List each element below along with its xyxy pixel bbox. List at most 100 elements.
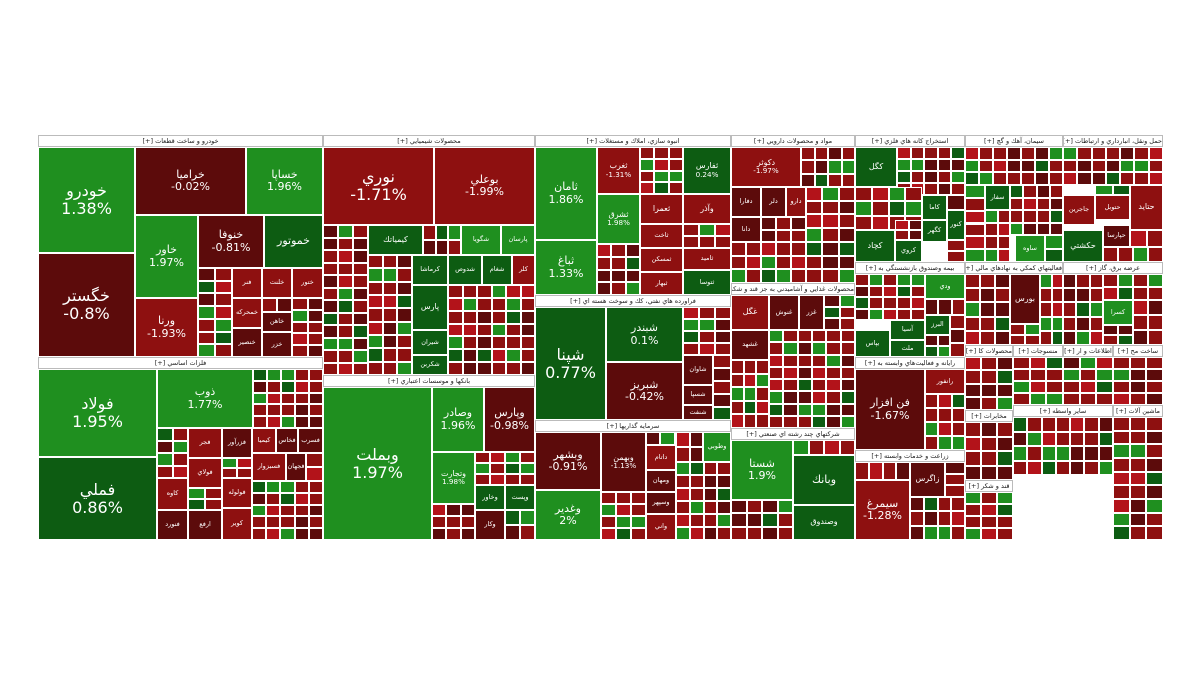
stock-tile[interactable]: خلنت xyxy=(262,268,292,298)
sector-header[interactable]: مواد و محصولات دارويي [+] xyxy=(731,135,855,147)
stock-tile[interactable]: شبريز -0.42% xyxy=(606,362,683,420)
sector-header[interactable]: انبوه سازي، املاك و مستغلات [+] xyxy=(535,135,731,147)
stock-tile[interactable]: وطوبي xyxy=(703,432,731,462)
sector-header[interactable]: زراعت و خدمات وابسته [+] xyxy=(855,450,965,462)
stock-tile[interactable]: كسرا xyxy=(1103,300,1133,325)
stock-tile[interactable]: وصندوق xyxy=(793,505,855,540)
stock-tile[interactable]: دكوثر -1.97% xyxy=(731,147,801,187)
sector-header[interactable]: مخابرات [+] xyxy=(965,410,1013,422)
stock-tile[interactable]: خنصير xyxy=(232,328,262,357)
stock-tile[interactable]: بورس xyxy=(1010,274,1040,324)
stock-tile[interactable]: ثمسكن xyxy=(640,248,683,272)
stock-tile[interactable]: شستا 1.9% xyxy=(731,440,793,500)
stock-tile[interactable]: ثغرب -1.31% xyxy=(597,147,640,194)
stock-tile[interactable]: شدوص xyxy=(448,255,482,285)
stock-tile[interactable]: واني xyxy=(646,514,676,540)
stock-tile[interactable]: وپست xyxy=(505,485,535,510)
stock-tile[interactable]: خمحركه xyxy=(232,298,262,328)
stock-tile[interactable]: خراميا -0.02% xyxy=(135,147,246,215)
stock-tile[interactable]: ثشرق 1.98% xyxy=(597,194,640,244)
stock-tile[interactable]: كچاد xyxy=(855,230,895,262)
stock-tile[interactable]: كيميا xyxy=(252,428,276,453)
stock-tile[interactable]: آسيا xyxy=(890,320,925,340)
stock-tile[interactable]: نوري -1.71% xyxy=(323,147,434,225)
stock-tile[interactable]: خاهن xyxy=(262,312,292,332)
sector-header[interactable]: رايانه و فعاليت‌هاي وابسته به [+] xyxy=(855,357,965,369)
stock-tile[interactable]: شسپا xyxy=(683,385,713,405)
stock-tile[interactable]: ثبهار xyxy=(640,272,683,295)
stock-tile[interactable]: پارسان xyxy=(501,225,535,255)
stock-tile[interactable]: داتام xyxy=(646,445,676,470)
stock-tile[interactable]: كرماشا xyxy=(412,255,448,285)
stock-tile[interactable]: شكربن xyxy=(412,355,448,375)
sector-header[interactable]: منسوجات [+] xyxy=(1013,345,1063,357)
stock-tile[interactable]: دفارا xyxy=(731,187,761,217)
sector-header[interactable]: قند و شكر [+] xyxy=(965,480,1013,492)
sector-header[interactable]: محصولات غذايي و آشاميدني به جز قند و شكر… xyxy=(731,283,855,295)
stock-tile[interactable]: وكار xyxy=(475,510,505,540)
sector-header[interactable]: فعاليتهاي كمكي به نهادهاي مالي [+] xyxy=(965,262,1063,274)
sector-header[interactable]: ساير واسطه [+] xyxy=(1013,405,1113,417)
stock-tile[interactable]: شغام xyxy=(482,255,512,285)
stock-tile[interactable]: كروي xyxy=(895,240,922,262)
sector-header[interactable]: فراورده هاي نفتي، كك و سوخت هسته اي [+] xyxy=(535,295,731,307)
stock-tile[interactable]: ومهان xyxy=(646,470,676,492)
stock-tile[interactable]: البرز xyxy=(925,315,950,335)
stock-tile[interactable]: غگل xyxy=(731,295,769,330)
stock-tile[interactable]: وسپهر xyxy=(646,492,676,514)
stock-tile[interactable]: پارس xyxy=(412,285,448,330)
stock-tile[interactable]: فجر xyxy=(188,428,222,458)
stock-tile[interactable]: غشهد xyxy=(731,330,769,360)
stock-tile[interactable]: كاوه xyxy=(157,478,188,510)
stock-tile[interactable]: شبندر 0.1% xyxy=(606,307,683,362)
stock-tile[interactable]: كوير xyxy=(222,508,252,540)
stock-tile[interactable]: وپارس -0.98% xyxy=(484,387,535,452)
stock-tile[interactable]: ارفع xyxy=(188,510,222,540)
sector-header[interactable]: عرضه برق، گاز [+] xyxy=(1063,262,1163,274)
stock-tile[interactable]: رانفور xyxy=(925,369,965,394)
stock-tile[interactable]: فخاس xyxy=(276,428,298,453)
stock-tile[interactable]: خموتور xyxy=(264,215,323,268)
stock-tile[interactable]: وبشهر -0.91% xyxy=(535,432,601,490)
stock-tile[interactable]: دارو xyxy=(786,187,806,217)
stock-tile[interactable]: خودرو 1.38% xyxy=(38,147,135,253)
stock-tile[interactable]: فنورد xyxy=(157,510,188,540)
stock-tile[interactable]: جاجرين xyxy=(1063,195,1095,225)
stock-tile[interactable]: دانا xyxy=(731,217,761,242)
stock-tile[interactable]: فسبزوار xyxy=(252,453,286,481)
stock-tile[interactable]: فزرآور xyxy=(222,428,252,458)
sector-header[interactable]: ساخت مح [+] xyxy=(1113,345,1163,357)
stock-tile[interactable]: وآذر xyxy=(683,194,731,224)
sector-header[interactable]: ماشين آلات [+] xyxy=(1113,405,1163,417)
stock-tile[interactable]: فسرب xyxy=(298,428,323,453)
stock-tile[interactable]: وصادر 1.96% xyxy=(432,387,484,452)
sector-header[interactable]: سرمايه گذاريها [+] xyxy=(535,420,731,432)
stock-tile[interactable]: حكشتي xyxy=(1063,230,1103,262)
stock-tile[interactable]: كيمياتك xyxy=(368,225,423,255)
stock-tile[interactable]: حتوبل xyxy=(1095,195,1130,220)
sector-header[interactable]: اطلاعات و ار [+] xyxy=(1063,345,1113,357)
stock-tile[interactable]: ذوب 1.77% xyxy=(157,369,253,428)
sector-header[interactable]: سيمان، آهك و گچ [+] xyxy=(965,135,1063,147)
stock-tile[interactable]: خساپا 1.96% xyxy=(246,147,323,215)
stock-tile[interactable]: فجهان xyxy=(286,453,306,481)
stock-tile[interactable]: زاگرس xyxy=(910,462,945,497)
sector-header[interactable]: حمل ونقل، انبارداري و ارتباطات [+] xyxy=(1063,135,1163,147)
stock-tile[interactable]: ساوه xyxy=(1015,235,1045,262)
stock-tile[interactable]: ثاميد xyxy=(683,248,731,270)
stock-tile[interactable]: خزر xyxy=(262,332,292,357)
stock-tile[interactable]: ملت xyxy=(890,340,925,357)
stock-tile[interactable]: فنر xyxy=(232,268,262,298)
stock-tile[interactable]: وبملت 1.97% xyxy=(323,387,432,540)
stock-tile[interactable]: ثتوسا xyxy=(683,270,731,295)
stock-tile[interactable]: فملي 0.86% xyxy=(38,457,157,540)
stock-tile[interactable]: وخاور xyxy=(475,485,505,510)
sector-header[interactable]: محصولات كا [+] xyxy=(965,345,1013,357)
stock-tile[interactable]: فولاي xyxy=(188,458,222,488)
stock-tile[interactable]: كلر xyxy=(512,255,535,285)
stock-tile[interactable]: سيمرغ -1.28% xyxy=(855,480,910,540)
stock-tile[interactable]: بوعلي -1.99% xyxy=(434,147,535,225)
stock-tile[interactable]: وبانك xyxy=(793,455,855,505)
stock-tile[interactable]: ثاخت xyxy=(640,224,683,248)
sector-header[interactable]: شركتهاي چند رشته اي صنعتي [+] xyxy=(731,428,855,440)
